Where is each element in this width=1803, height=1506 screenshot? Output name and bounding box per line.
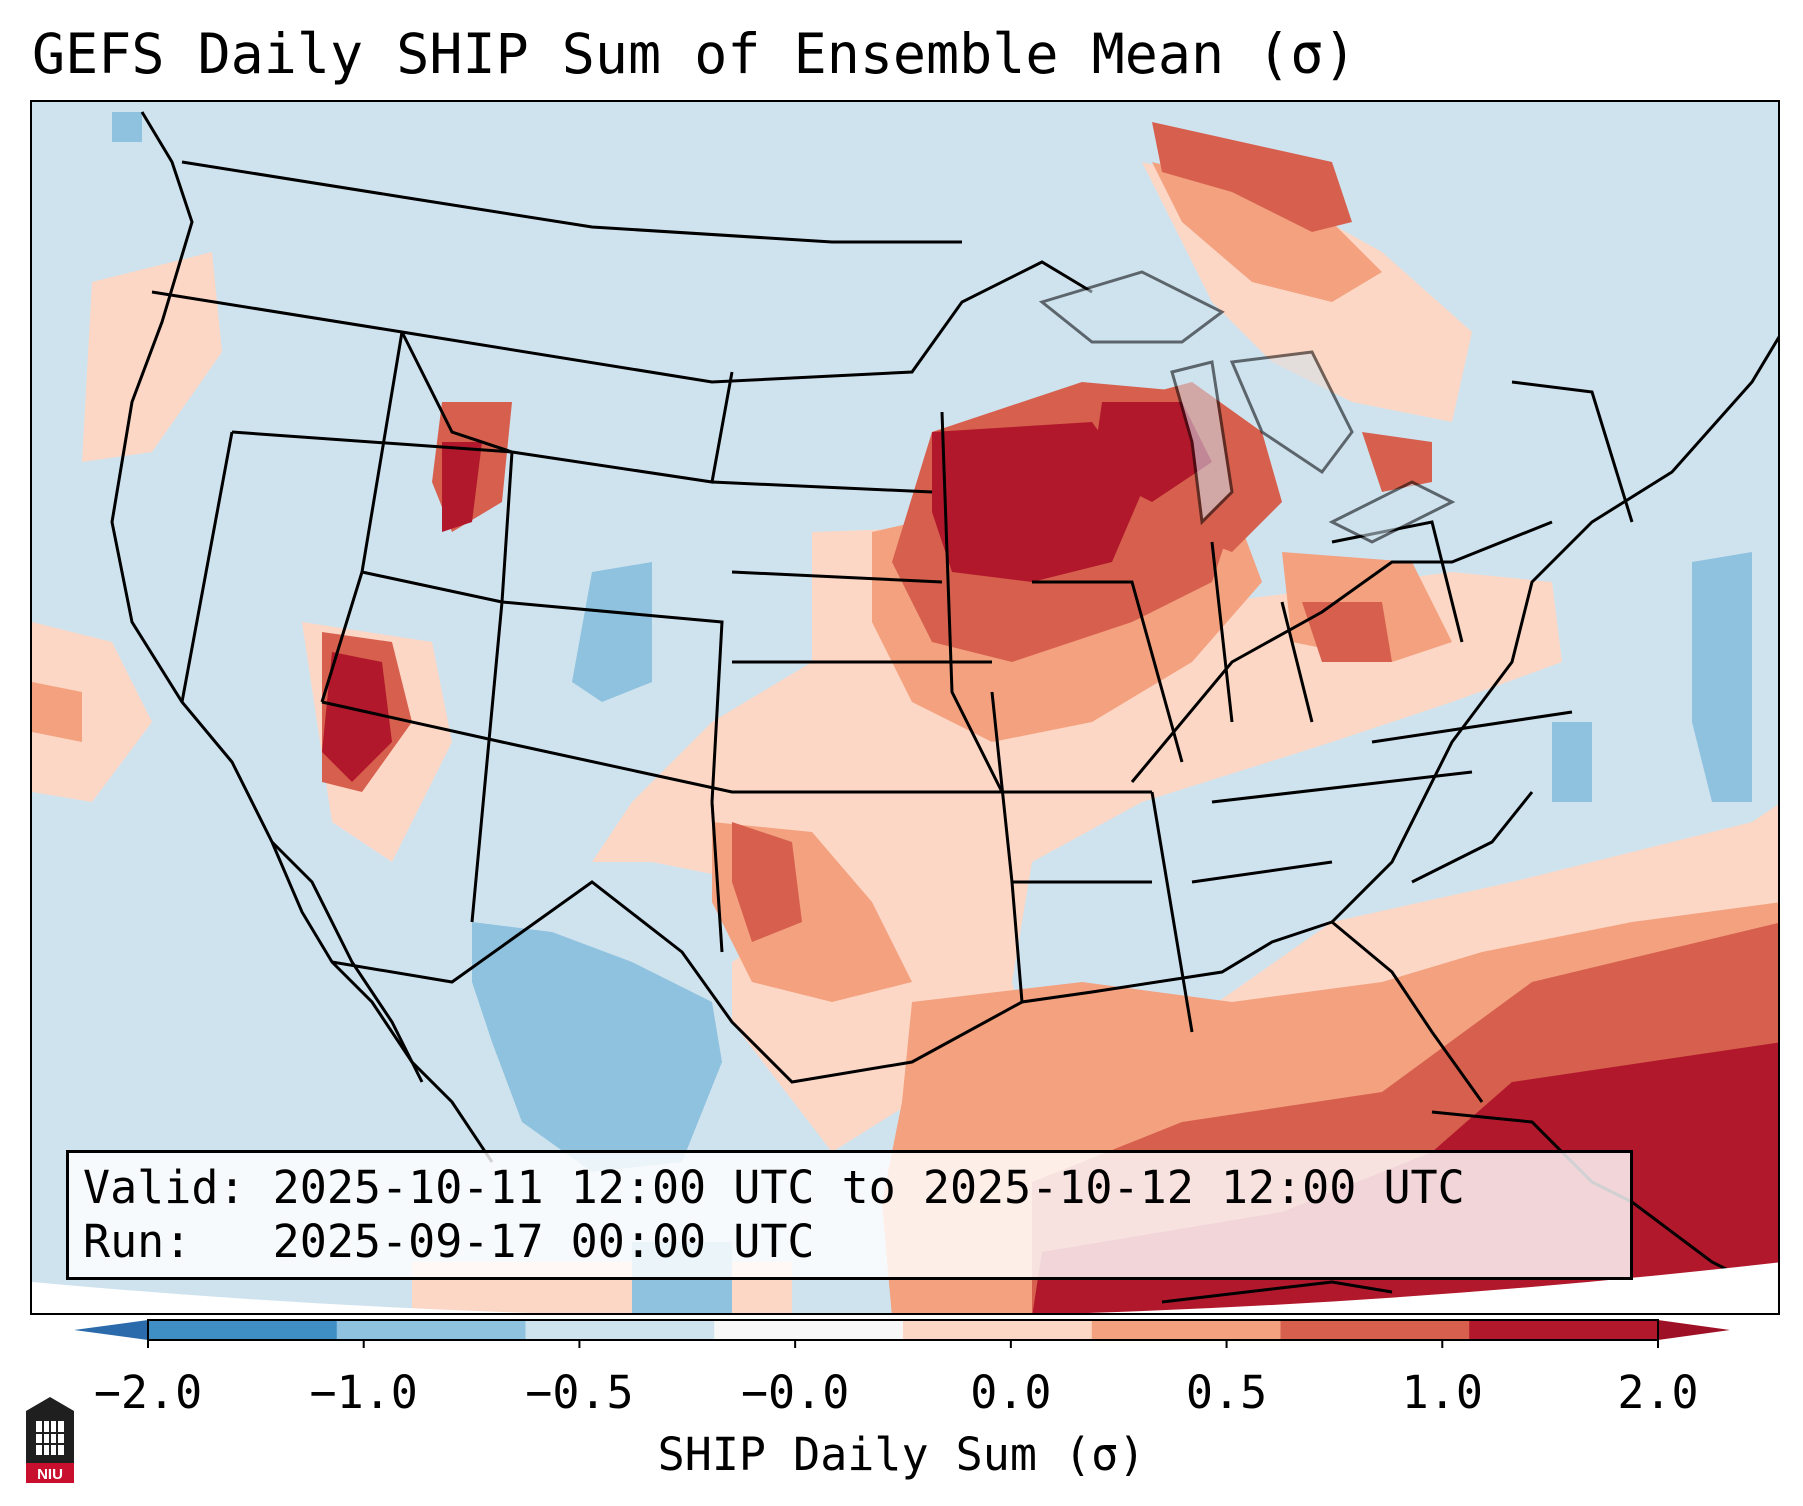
colorbar-extend-min <box>74 1320 148 1340</box>
valid-value: 2025-10-11 12:00 UTC to 2025-10-12 12:00… <box>272 1161 1465 1214</box>
colorbar-segment <box>1280 1320 1470 1340</box>
colorbar-segment <box>1091 1320 1281 1340</box>
valid-label: Valid: <box>83 1161 246 1214</box>
colorbar-extend-max <box>1658 1320 1730 1340</box>
colorbar-tick-label: −2.0 <box>93 1366 203 1419</box>
great-lakes <box>1038 270 1456 544</box>
valid-run-info-box: Valid: 2025-10-11 12:00 UTC to 2025-10-1… <box>66 1150 1633 1280</box>
colorbar-tick-label: −1.0 <box>309 1366 418 1419</box>
colorbar-segment <box>714 1320 904 1340</box>
colorbar <box>74 1319 1730 1348</box>
niu-logo-icon: NIU <box>26 1397 74 1483</box>
colorbar-segment <box>903 1320 1093 1340</box>
colorbar-segment <box>148 1320 338 1340</box>
colorbar-segment <box>1469 1320 1659 1340</box>
map-panel <box>30 100 1780 1315</box>
colorbar-tick-label: 1.0 <box>1401 1366 1483 1419</box>
colorbar-segment <box>525 1320 715 1340</box>
map-title: GEFS Daily SHIP Sum of Ensemble Mean (σ) <box>32 22 1357 86</box>
logo-text: NIU <box>37 1466 63 1483</box>
colorbar-tick-label: 0.5 <box>1185 1366 1268 1419</box>
colorbar-tick-label: −0.0 <box>740 1366 850 1419</box>
colorbar-tick-label: 2.0 <box>1617 1366 1699 1419</box>
anomaly-map <box>32 102 1778 1313</box>
run-label: Run: <box>83 1215 192 1268</box>
colorbar-segment <box>336 1320 526 1340</box>
colorbar-tick-label: −0.5 <box>525 1366 634 1419</box>
colorbar-label: SHIP Daily Sum (σ) <box>657 1428 1146 1481</box>
colorbar-tick-label: 0.0 <box>970 1366 1052 1419</box>
projection-edge <box>32 1262 1778 1313</box>
run-value: 2025-09-17 00:00 UTC <box>272 1215 815 1268</box>
coastlines-and-borders <box>110 111 1778 1304</box>
colorbar-outline <box>147 1319 1659 1341</box>
